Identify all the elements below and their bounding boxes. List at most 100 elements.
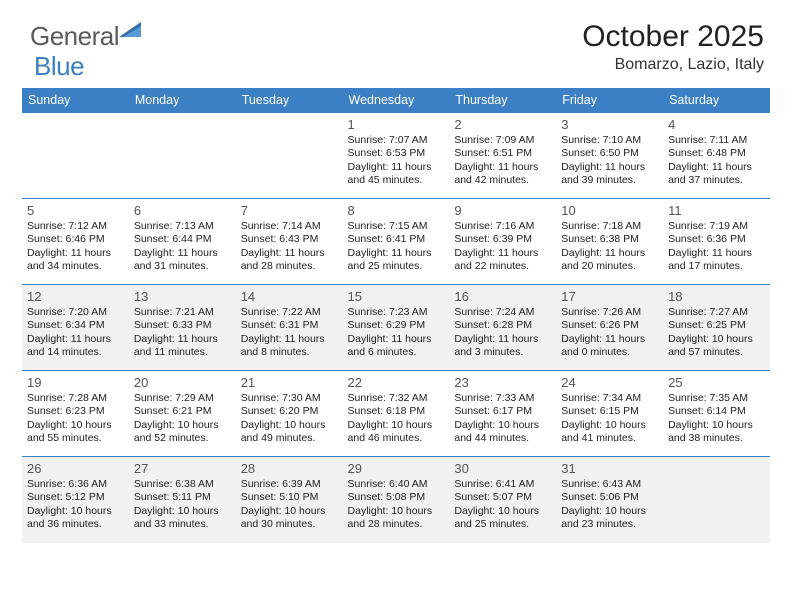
day-info: Sunrise: 7:21 AMSunset: 6:33 PMDaylight:… [134, 306, 231, 360]
day-info: Sunrise: 7:20 AMSunset: 6:34 PMDaylight:… [27, 306, 124, 360]
weekday-friday: Friday [556, 88, 663, 113]
weekday-thursday: Thursday [449, 88, 556, 113]
day-cell: 28 Sunrise: 6:39 AMSunset: 5:10 PMDayligh… [236, 457, 343, 543]
weekday-sunday: Sunday [22, 88, 129, 113]
day-info: Sunrise: 6:40 AMSunset: 5:08 PMDaylight:… [348, 478, 445, 532]
day-info: Sunrise: 7:34 AMSunset: 6:15 PMDaylight:… [561, 392, 658, 446]
day-info: Sunrise: 7:12 AMSunset: 6:46 PMDaylight:… [27, 220, 124, 274]
day-number: 10 [561, 203, 658, 218]
week-row: 26 Sunrise: 6:36 AMSunset: 5:12 PMDayligh… [22, 457, 770, 543]
day-info: Sunrise: 6:36 AMSunset: 5:12 PMDaylight:… [27, 478, 124, 532]
day-cell: 20Sunrise: 7:29 AMSunset: 6:21 PMDayligh… [129, 371, 236, 457]
day-info: Sunrise: 7:24 AMSunset: 6:28 PMDaylight:… [454, 306, 551, 360]
day-cell: 24 Sunrise: 7:34 AMSunset: 6:15 PMDayligh… [556, 371, 663, 457]
day-number: 15 [348, 289, 445, 304]
day-cell: 6 Sunrise: 7:13 AMSunset: 6:44 PMDaylight… [129, 199, 236, 285]
day-cell: 7 Sunrise: 7:14 AMSunset: 6:43 PMDaylight… [236, 199, 343, 285]
logo-text-blue-wrap: Blue [34, 51, 84, 82]
day-cell: 17Sunrise: 7:26 AMSunset: 6:26 PMDayligh… [556, 285, 663, 371]
weekday-monday: Monday [129, 88, 236, 113]
day-cell: 19 Sunrise: 7:28 AMSunset: 6:23 PMDayligh… [22, 371, 129, 457]
weekday-saturday: Saturday [663, 88, 770, 113]
day-number: 2 [454, 117, 551, 132]
logo-text-blue: Blue [34, 51, 84, 81]
day-number: 12 [27, 289, 124, 304]
day-cell: 9 Sunrise: 7:16 AMSunset: 6:39 PMDaylight… [449, 199, 556, 285]
weekday-tuesday: Tuesday [236, 88, 343, 113]
day-number: 26 [27, 461, 124, 476]
day-cell: 11 Sunrise: 7:19 AMSunset: 6:36 PMDayligh… [663, 199, 770, 285]
calendar-table: SundayMondayTuesdayWednesdayThursdayFrid… [22, 88, 770, 543]
day-cell: 30 Sunrise: 6:41 AMSunset: 5:07 PMDayligh… [449, 457, 556, 543]
logo: General [30, 20, 147, 53]
empty-cell [22, 113, 129, 199]
day-number: 22 [348, 375, 445, 390]
day-cell: 8 Sunrise: 7:15 AMSunset: 6:41 PMDaylight… [343, 199, 450, 285]
day-number: 31 [561, 461, 658, 476]
week-row: 1 Sunrise: 7:07 AMSunset: 6:53 PMDaylight… [22, 113, 770, 199]
day-number: 21 [241, 375, 338, 390]
day-info: Sunrise: 7:27 AMSunset: 6:25 PMDaylight:… [668, 306, 765, 360]
day-cell: 13 Sunrise: 7:21 AMSunset: 6:33 PMDayligh… [129, 285, 236, 371]
day-cell: 10 Sunrise: 7:18 AMSunset: 6:38 PMDayligh… [556, 199, 663, 285]
day-number: 16 [454, 289, 551, 304]
day-number: 19 [27, 375, 124, 390]
day-number: 28 [241, 461, 338, 476]
day-number: 24 [561, 375, 658, 390]
day-number: 5 [27, 203, 124, 218]
day-info: Sunrise: 7:11 AMSunset: 6:48 PMDaylight:… [668, 134, 765, 188]
day-info: Sunrise: 7:35 AMSunset: 6:14 PMDaylight:… [668, 392, 765, 446]
day-cell: 21 Sunrise: 7:30 AMSunset: 6:20 PMDayligh… [236, 371, 343, 457]
day-number: 30 [454, 461, 551, 476]
weekday-row: SundayMondayTuesdayWednesdayThursdayFrid… [22, 88, 770, 113]
day-number: 7 [241, 203, 338, 218]
day-info: Sunrise: 7:16 AMSunset: 6:39 PMDaylight:… [454, 220, 551, 274]
day-number: 3 [561, 117, 658, 132]
day-info: Sunrise: 7:23 AMSunset: 6:29 PMDaylight:… [348, 306, 445, 360]
day-info: Sunrise: 6:41 AMSunset: 5:07 PMDaylight:… [454, 478, 551, 532]
day-number: 23 [454, 375, 551, 390]
calendar-body: 1 Sunrise: 7:07 AMSunset: 6:53 PMDaylight… [22, 113, 770, 543]
day-number: 25 [668, 375, 765, 390]
day-info: Sunrise: 7:10 AMSunset: 6:50 PMDaylight:… [561, 134, 658, 188]
day-number: 18 [668, 289, 765, 304]
day-cell: 4 Sunrise: 7:11 AMSunset: 6:48 PMDaylight… [663, 113, 770, 199]
day-info: Sunrise: 7:28 AMSunset: 6:23 PMDaylight:… [27, 392, 124, 446]
day-number: 6 [134, 203, 231, 218]
day-cell: 31 Sunrise: 6:43 AMSunset: 5:06 PMDayligh… [556, 457, 663, 543]
day-cell: 3 Sunrise: 7:10 AMSunset: 6:50 PMDaylight… [556, 113, 663, 199]
day-cell: 16 Sunrise: 7:24 AMSunset: 6:28 PMDayligh… [449, 285, 556, 371]
day-number: 17 [561, 289, 658, 304]
day-info: Sunrise: 7:32 AMSunset: 6:18 PMDaylight:… [348, 392, 445, 446]
day-info: Sunrise: 7:33 AMSunset: 6:17 PMDaylight:… [454, 392, 551, 446]
day-number: 1 [348, 117, 445, 132]
day-number: 8 [348, 203, 445, 218]
day-info: Sunrise: 7:13 AMSunset: 6:44 PMDaylight:… [134, 220, 231, 274]
day-cell: 26 Sunrise: 6:36 AMSunset: 5:12 PMDayligh… [22, 457, 129, 543]
day-cell: 1 Sunrise: 7:07 AMSunset: 6:53 PMDaylight… [343, 113, 450, 199]
day-info: Sunrise: 7:14 AMSunset: 6:43 PMDaylight:… [241, 220, 338, 274]
title-block: October 2025 Bomarzo, Lazio, Italy [582, 20, 764, 74]
day-info: Sunrise: 7:29 AMSunset: 6:21 PMDaylight:… [134, 392, 231, 446]
day-number: 9 [454, 203, 551, 218]
day-number: 13 [134, 289, 231, 304]
week-row: 19 Sunrise: 7:28 AMSunset: 6:23 PMDayligh… [22, 371, 770, 457]
day-info: Sunrise: 6:43 AMSunset: 5:06 PMDaylight:… [561, 478, 658, 532]
day-cell: 15 Sunrise: 7:23 AMSunset: 6:29 PMDayligh… [343, 285, 450, 371]
day-info: Sunrise: 7:18 AMSunset: 6:38 PMDaylight:… [561, 220, 658, 274]
day-cell: 23 Sunrise: 7:33 AMSunset: 6:17 PMDayligh… [449, 371, 556, 457]
day-info: Sunrise: 6:39 AMSunset: 5:10 PMDaylight:… [241, 478, 338, 532]
day-cell: 5 Sunrise: 7:12 AMSunset: 6:46 PMDaylight… [22, 199, 129, 285]
logo-text-general: General [30, 21, 119, 52]
triangle-icon [119, 20, 145, 43]
day-number: 29 [348, 461, 445, 476]
day-info: Sunrise: 7:30 AMSunset: 6:20 PMDaylight:… [241, 392, 338, 446]
day-info: Sunrise: 7:15 AMSunset: 6:41 PMDaylight:… [348, 220, 445, 274]
day-info: Sunrise: 7:07 AMSunset: 6:53 PMDaylight:… [348, 134, 445, 188]
day-number: 11 [668, 203, 765, 218]
day-cell: 25 Sunrise: 7:35 AMSunset: 6:14 PMDayligh… [663, 371, 770, 457]
day-number: 4 [668, 117, 765, 132]
calendar-head: SundayMondayTuesdayWednesdayThursdayFrid… [22, 88, 770, 113]
day-info: Sunrise: 7:19 AMSunset: 6:36 PMDaylight:… [668, 220, 765, 274]
day-cell: 22 Sunrise: 7:32 AMSunset: 6:18 PMDayligh… [343, 371, 450, 457]
